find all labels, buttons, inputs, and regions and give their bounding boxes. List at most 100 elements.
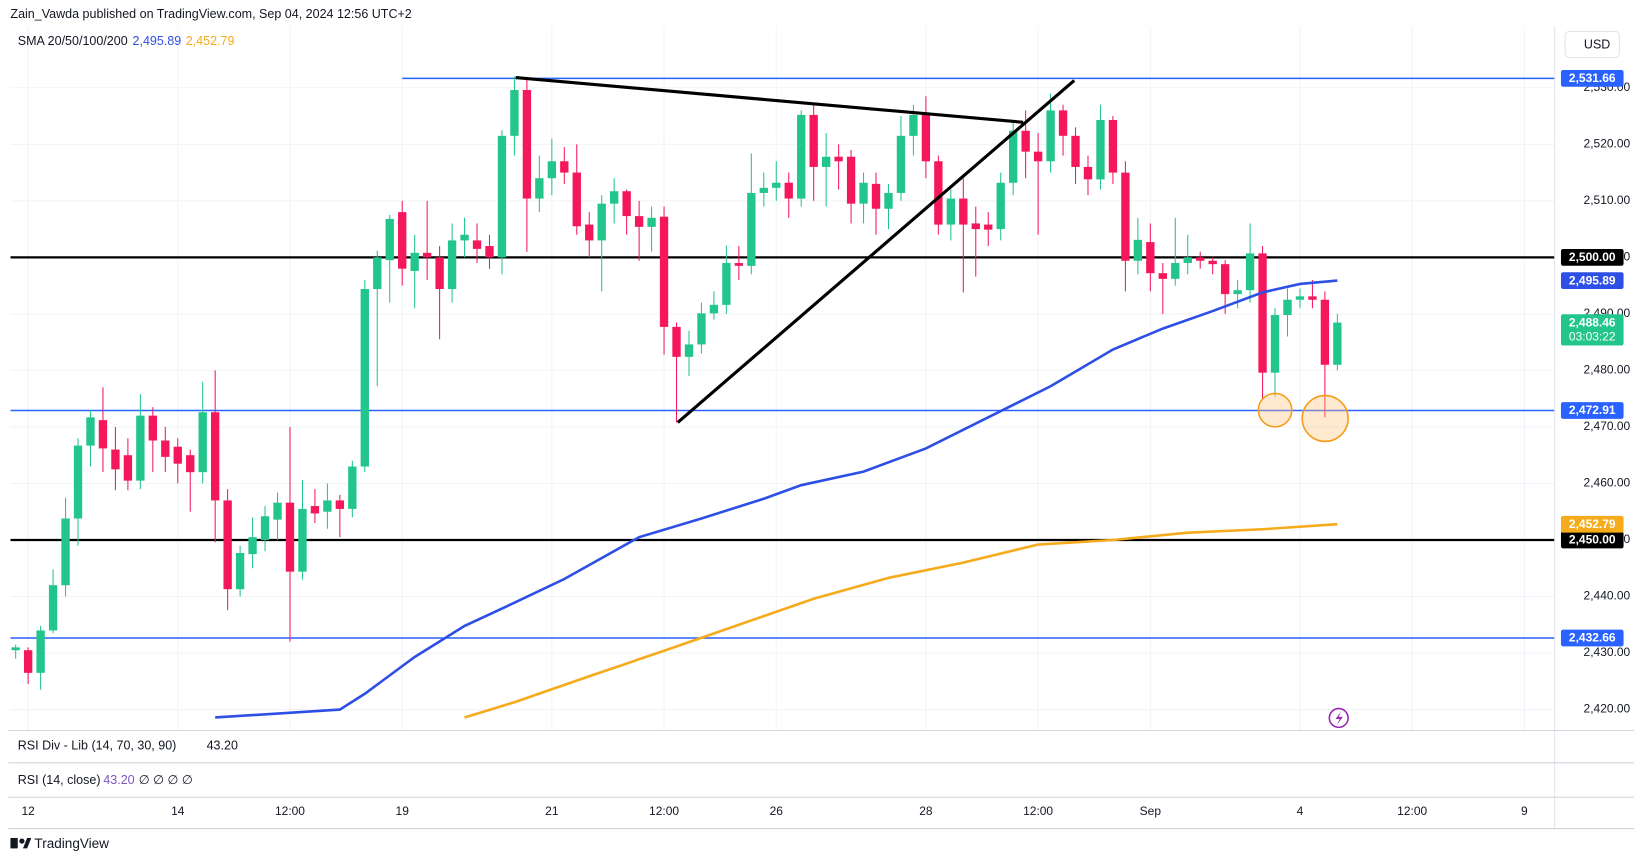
candle-body	[797, 114, 806, 199]
candle-body	[348, 466, 357, 509]
candle-body	[959, 198, 968, 225]
x-tick-label: 28	[919, 804, 933, 818]
candle-body	[909, 114, 918, 136]
candle-body	[472, 240, 482, 249]
candle-body	[610, 191, 619, 204]
candle-body	[1171, 263, 1180, 279]
candle-body	[73, 445, 83, 519]
candle-body	[1071, 135, 1080, 167]
candle-body	[971, 223, 980, 230]
candle-body	[1133, 239, 1143, 261]
currency[interactable]: USD	[1584, 37, 1610, 51]
candle-body	[111, 449, 120, 470]
pane-title: RSI (14, close)	[18, 773, 101, 787]
logo-part	[22, 837, 32, 849]
x-tick-label: Sep	[1140, 804, 1162, 818]
indicator-value: 2,495.89	[133, 34, 182, 48]
candle-body	[1295, 296, 1305, 300]
candle-body	[136, 415, 145, 481]
x-tick-label: 14	[171, 804, 185, 818]
candle-body	[435, 257, 444, 290]
candle-body	[1058, 110, 1068, 136]
indicator-name: SMA 20/50/100/200	[18, 34, 128, 48]
y-tick-label: 2,460.00	[1584, 476, 1631, 490]
candle-body	[86, 417, 95, 446]
candle-body	[1308, 296, 1317, 300]
indicator-value: 2,452.79	[186, 34, 235, 48]
candle-body	[759, 187, 768, 193]
candle-body	[547, 161, 557, 179]
candle-body	[1233, 290, 1242, 295]
x-tick-label: 21	[545, 804, 559, 818]
candle-body	[946, 198, 956, 225]
x-tick-label: 12:00	[275, 804, 305, 818]
candle-body	[784, 182, 793, 199]
candle-body	[1208, 260, 1217, 265]
candle-body	[572, 172, 581, 227]
candle-body	[1258, 253, 1267, 373]
candle-body	[709, 304, 719, 314]
logo	[10, 837, 32, 849]
sma-label-box	[1560, 272, 1624, 289]
candle-body	[1033, 151, 1043, 162]
x-tick-label: 26	[770, 804, 784, 818]
candle-body	[1183, 257, 1192, 264]
candle-body	[585, 224, 594, 241]
y-tick-label: 2,470.00	[1584, 419, 1631, 433]
sma-line	[464, 522, 1338, 719]
candle-body	[298, 508, 307, 572]
candle-body	[684, 344, 694, 357]
candle-body	[23, 650, 33, 673]
candle-body	[834, 156, 843, 162]
candle-body	[48, 585, 58, 631]
x-tick-label: 12:00	[649, 804, 679, 818]
candle-body	[98, 420, 108, 449]
y-tick-label: 2,440.00	[1584, 589, 1631, 603]
candle-body	[61, 518, 70, 586]
candle-body	[360, 289, 369, 467]
candle-body	[747, 192, 756, 266]
sma-line	[215, 279, 1338, 719]
level-label-box	[1560, 70, 1624, 87]
candle-body	[984, 224, 993, 230]
level-label-box	[1560, 402, 1624, 419]
candle-body	[497, 135, 507, 258]
highlight-circle	[1257, 392, 1293, 428]
candle-body	[11, 647, 20, 651]
logo-part	[19, 838, 25, 844]
logo-part	[10, 837, 18, 849]
x-tick-label: 19	[396, 804, 410, 818]
candle-body	[248, 537, 257, 555]
candle-body	[722, 263, 731, 305]
level-label: 2,472.91	[1569, 403, 1616, 417]
candle-body	[1245, 253, 1255, 291]
level-label: 2,531.66	[1569, 71, 1616, 85]
candle-body	[1158, 273, 1167, 279]
trend-line	[676, 79, 1076, 424]
y-tick-label: 2,520.00	[1584, 136, 1631, 150]
x-tick-label: 12:00	[1397, 804, 1427, 818]
candle-body	[809, 114, 818, 167]
candle-body	[186, 455, 195, 473]
candle-body	[1146, 242, 1155, 274]
candle-body	[148, 415, 158, 441]
candle-body	[1196, 257, 1205, 261]
candle-body	[123, 455, 133, 481]
sma-label: 2,495.89	[1569, 273, 1616, 287]
pane-extra: ∅ ∅ ∅ ∅	[139, 773, 193, 787]
currency-button[interactable]	[1564, 30, 1620, 58]
candle-body	[1096, 120, 1105, 180]
candle-body	[697, 313, 706, 345]
axis-layer: 2,420.00 2,430.00 2,440.00 2,450.00 2,460.00…	[21, 70, 1631, 818]
last-price: 2,488.46	[1569, 315, 1616, 329]
candle-body	[647, 217, 656, 227]
candle-body	[485, 246, 494, 258]
candle-body	[198, 412, 207, 473]
y-tick-label: 2,510.00	[1584, 193, 1631, 207]
candle-body	[235, 552, 245, 590]
candle-body	[36, 630, 45, 673]
candle-body	[323, 500, 332, 512]
candle-body	[934, 161, 943, 225]
y-tick-label: 2,420.00	[1584, 702, 1631, 716]
